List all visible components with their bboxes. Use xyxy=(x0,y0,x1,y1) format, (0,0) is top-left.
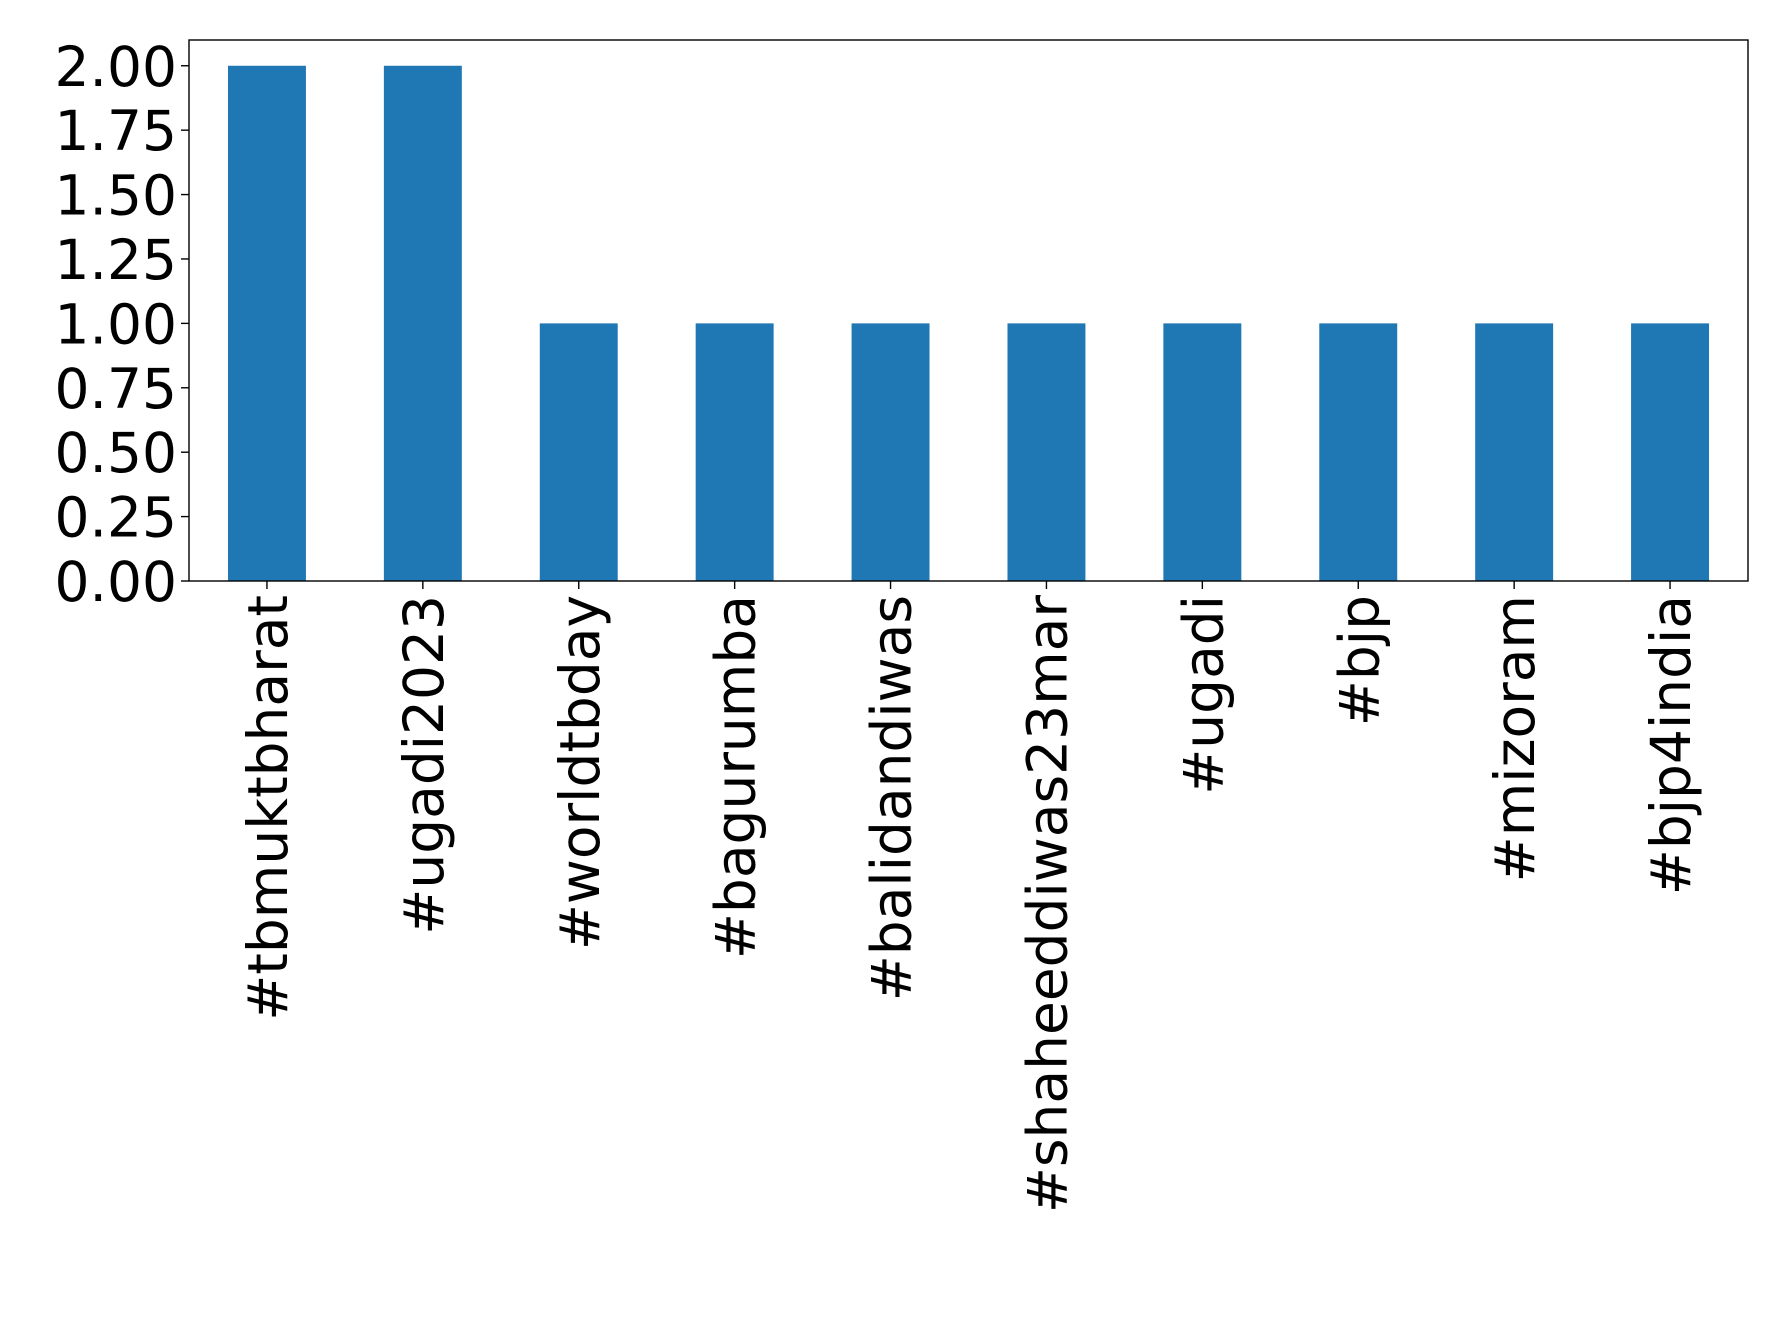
bar xyxy=(851,323,930,581)
x-tick-label: #shaheeddiwas23mar xyxy=(1015,595,1079,1214)
plot-frame xyxy=(188,39,1749,582)
x-tick-label: #ugadi xyxy=(1171,595,1235,795)
bar xyxy=(1163,323,1242,581)
y-tick-label: 1.50 xyxy=(55,164,177,228)
x-tick-label: #worldtbday xyxy=(548,595,612,950)
x-tick-label: #balidandiwas xyxy=(860,595,924,1001)
bar xyxy=(1475,323,1554,581)
x-tick-label: #bagurumba xyxy=(704,595,768,959)
y-tick-label: 0.25 xyxy=(55,486,177,550)
bar xyxy=(227,65,306,581)
x-tick-label: #bjp4india xyxy=(1639,595,1703,895)
bar xyxy=(1319,323,1398,581)
bar xyxy=(383,65,462,581)
x-tick-label: #bjp xyxy=(1327,595,1391,726)
x-tick-label: #ugadi2023 xyxy=(392,595,456,935)
x-tick-label: #tbmuktbharat xyxy=(236,595,300,1021)
y-tick-label: 2.00 xyxy=(55,35,177,99)
y-tick-label: 1.75 xyxy=(55,99,177,163)
y-tick-label: 0.50 xyxy=(55,421,177,485)
y-tick-label: 1.00 xyxy=(55,292,177,356)
y-tick-label: 1.25 xyxy=(55,228,177,292)
bar xyxy=(1631,323,1710,581)
bar xyxy=(695,323,774,581)
bar xyxy=(1007,323,1086,581)
y-tick-label: 0.00 xyxy=(55,550,177,614)
y-tick-label: 0.75 xyxy=(55,357,177,421)
bar xyxy=(539,323,618,581)
x-tick-label: #mizoram xyxy=(1483,595,1547,882)
